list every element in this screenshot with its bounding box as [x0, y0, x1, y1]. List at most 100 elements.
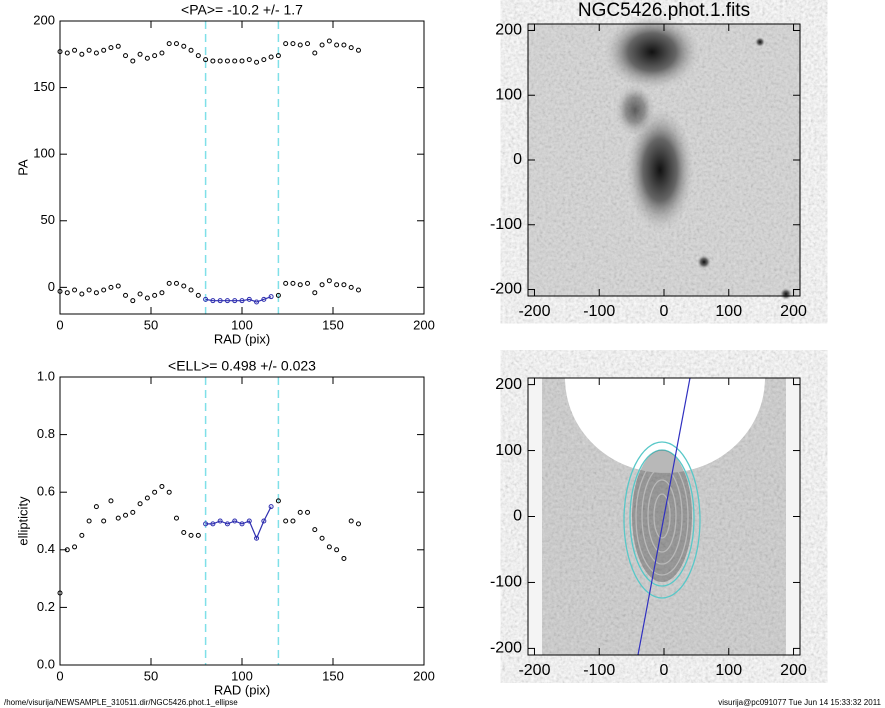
x-tick-label: 0 [660, 662, 669, 679]
data-point [181, 43, 187, 49]
data-point [224, 521, 230, 527]
data-point [130, 509, 136, 515]
data-point [246, 296, 252, 302]
data-point [254, 535, 260, 541]
x-tick-label: 0 [56, 317, 63, 332]
data-point [115, 515, 121, 521]
data-point [72, 287, 78, 293]
y-tick-label: -200 [490, 640, 522, 657]
data-point [232, 58, 238, 64]
data-point [101, 287, 107, 293]
x-tick-label: 50 [144, 668, 158, 683]
data-point [341, 282, 347, 288]
data-point [152, 489, 158, 495]
data-point [275, 53, 281, 59]
data-point [232, 298, 238, 304]
y-tick-label: -200 [490, 281, 522, 298]
data-point [123, 512, 129, 518]
data-point [72, 47, 78, 53]
y-tick-label: 0.4 [37, 541, 55, 556]
y-tick-label: 200 [33, 12, 55, 27]
panel-title: <ELL>= 0.498 +/- 0.023 [168, 358, 316, 374]
x-tick-label: 100 [715, 303, 742, 320]
y-tick-label: -100 [490, 216, 522, 233]
y-tick-label: -100 [490, 574, 522, 591]
data-point [348, 45, 354, 51]
y-tick-label: 0.6 [37, 484, 55, 499]
data-point [188, 532, 194, 538]
data-point [137, 51, 143, 57]
data-point [261, 57, 267, 63]
data-point [64, 290, 70, 296]
data-point [79, 51, 85, 57]
x-tick-label: 50 [144, 317, 158, 332]
x-tick-label: 0 [660, 303, 669, 320]
data-point [305, 41, 311, 47]
data-point [159, 50, 165, 56]
data-point [72, 544, 78, 550]
data-point [246, 518, 252, 524]
data-point [217, 518, 223, 524]
y-axis-label: ellipticity [15, 496, 30, 546]
y-tick-label: 0 [48, 279, 55, 294]
x-tick-label: 100 [231, 668, 253, 683]
data-point [319, 535, 325, 541]
data-point [130, 298, 136, 304]
data-point [152, 292, 158, 298]
data-point [261, 518, 267, 524]
panel-title: <PA>= -10.2 +/- 1.7 [181, 2, 303, 18]
data-point [86, 287, 92, 293]
fit-line [205, 296, 272, 303]
data-point [290, 41, 296, 47]
data-point [348, 284, 354, 290]
data-point [297, 282, 303, 288]
data-point [326, 544, 332, 550]
x-tick-label: 100 [231, 317, 253, 332]
x-tick-label: 150 [322, 668, 344, 683]
data-point [144, 495, 150, 501]
x-tick-label: -200 [518, 662, 550, 679]
x-tick-label: 200 [413, 317, 435, 332]
data-point [195, 53, 201, 59]
data-point [239, 521, 245, 527]
data-point [210, 298, 216, 304]
data-point [224, 298, 230, 304]
data-point [334, 42, 340, 48]
data-point [268, 504, 274, 510]
y-tick-label: 100 [495, 86, 522, 103]
data-point [355, 521, 361, 527]
y-tick-label: 0.2 [37, 599, 55, 614]
contour-image [528, 377, 800, 656]
data-point [239, 298, 245, 304]
data-point [326, 38, 332, 44]
data-point [93, 290, 99, 296]
data-point [93, 504, 99, 510]
data-point [166, 489, 172, 495]
data-point [203, 296, 209, 302]
data-point [115, 283, 121, 289]
data-point [312, 527, 318, 533]
y-tick-label: 150 [33, 79, 55, 94]
data-point [195, 532, 201, 538]
y-tick-label: 50 [41, 212, 55, 227]
x-tick-label: 200 [413, 668, 435, 683]
data-point [195, 292, 201, 298]
data-point [159, 290, 165, 296]
y-tick-label: 100 [495, 442, 522, 459]
data-point [217, 58, 223, 64]
data-point [275, 292, 281, 298]
x-tick-label: 200 [780, 303, 807, 320]
data-point [312, 290, 318, 296]
data-point [319, 42, 325, 48]
data-point [166, 41, 172, 47]
data-point [123, 292, 129, 298]
y-tick-label: 0 [513, 508, 522, 525]
data-point [268, 54, 274, 60]
x-tick-label: -200 [518, 303, 550, 320]
y-tick-label: 1.0 [37, 368, 55, 383]
data-point [101, 518, 107, 524]
data-point [173, 41, 179, 47]
data-point [239, 58, 245, 64]
data-point [108, 45, 114, 51]
